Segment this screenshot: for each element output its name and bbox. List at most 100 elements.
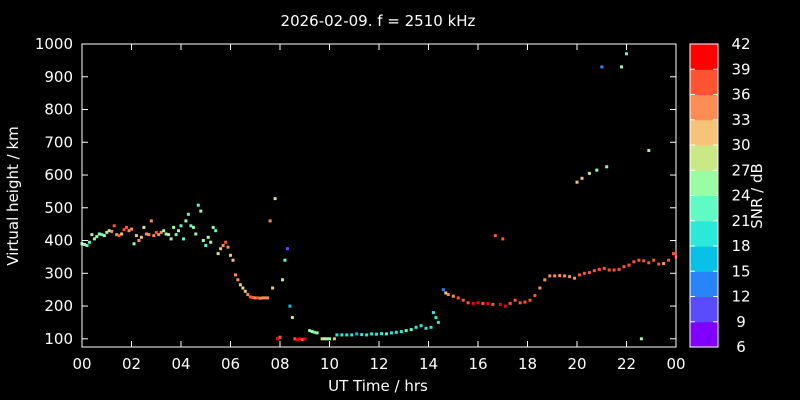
y-tick-label: 800	[44, 101, 73, 119]
data-point	[308, 329, 312, 333]
colorbar-tick-label: 12	[731, 288, 750, 306]
colorbar-band	[690, 296, 718, 323]
data-point	[209, 240, 213, 244]
data-point	[132, 242, 136, 246]
data-point	[320, 337, 324, 341]
data-point	[157, 233, 161, 237]
data-point	[657, 262, 661, 266]
data-point	[127, 229, 131, 233]
colorbar-tick-label: 15	[731, 262, 750, 280]
colorbar-band	[690, 220, 718, 247]
data-point	[642, 259, 646, 263]
data-point	[243, 289, 247, 293]
data-point	[389, 331, 393, 335]
colorbar-band	[690, 69, 718, 96]
data-point	[276, 337, 279, 341]
data-point	[323, 337, 327, 341]
x-tick-label: 02	[122, 355, 141, 373]
data-point	[95, 235, 99, 239]
data-point	[597, 267, 601, 271]
data-point	[199, 209, 203, 213]
data-point	[122, 228, 126, 232]
colorbar-tick-label: 36	[731, 86, 750, 104]
data-point	[639, 337, 643, 341]
data-point	[206, 235, 210, 239]
data-point	[592, 269, 596, 273]
data-point	[580, 176, 584, 180]
data-point	[672, 252, 675, 256]
colorbar-tick-label: 39	[731, 60, 750, 78]
colorbar-tick-label: 24	[731, 187, 750, 205]
data-point	[112, 224, 116, 228]
data-point	[186, 212, 190, 216]
colorbar-tick-label: 27	[731, 161, 750, 179]
data-point	[110, 229, 114, 233]
data-point	[219, 247, 223, 251]
data-point	[117, 234, 121, 238]
data-point	[365, 333, 369, 337]
data-point	[147, 233, 151, 237]
data-points	[80, 52, 678, 341]
colorbar-band	[690, 195, 718, 222]
data-point	[92, 237, 96, 241]
data-point	[486, 301, 490, 305]
data-point	[281, 278, 284, 282]
colorbar-band	[690, 119, 718, 146]
data-point	[605, 165, 609, 169]
data-point	[340, 333, 344, 337]
data-point	[414, 325, 418, 329]
data-point	[236, 278, 240, 282]
data-point	[600, 65, 604, 69]
data-point	[409, 328, 413, 332]
data-point	[139, 235, 143, 239]
data-point	[434, 316, 438, 319]
data-point	[253, 296, 257, 300]
colorbar-tick-label: 18	[731, 237, 750, 255]
data-point	[595, 168, 599, 172]
data-point	[261, 296, 265, 300]
data-point	[174, 233, 178, 237]
plot-frame	[81, 43, 677, 348]
data-point	[105, 230, 109, 234]
data-point	[612, 268, 616, 272]
data-point	[471, 301, 475, 305]
data-point	[573, 276, 576, 280]
data-point	[285, 247, 289, 251]
data-point	[295, 338, 299, 341]
data-point	[169, 237, 173, 241]
data-point	[627, 263, 631, 267]
y-tick-label: 700	[44, 133, 73, 151]
data-point	[224, 240, 228, 244]
y-tick-label: 500	[44, 199, 73, 217]
data-point	[238, 283, 242, 287]
colorbar-label: SNR / dB	[748, 163, 766, 229]
x-tick-label: 12	[369, 355, 388, 373]
data-point	[229, 253, 232, 257]
data-point	[149, 219, 153, 223]
data-point	[444, 291, 448, 295]
colorbar-band	[690, 44, 718, 70]
data-point	[231, 258, 235, 262]
data-point	[179, 224, 183, 228]
data-point	[234, 273, 237, 277]
data-point	[303, 337, 307, 341]
data-point	[543, 278, 547, 282]
data-point	[528, 298, 532, 302]
colorbar-tick-label: 33	[731, 111, 750, 129]
colorbar-band	[690, 94, 718, 121]
data-point	[273, 197, 277, 201]
data-point	[204, 244, 208, 247]
data-point	[332, 337, 336, 341]
data-point	[214, 229, 218, 233]
data-point	[558, 274, 562, 278]
data-point	[617, 267, 621, 271]
data-point	[177, 229, 180, 233]
x-tick-label: 08	[270, 355, 289, 373]
data-point	[293, 337, 297, 341]
x-tick-label: 18	[518, 355, 537, 373]
data-point	[518, 301, 522, 305]
data-point	[622, 265, 626, 269]
data-point	[647, 261, 651, 265]
data-point	[523, 300, 527, 304]
data-point	[533, 294, 537, 298]
